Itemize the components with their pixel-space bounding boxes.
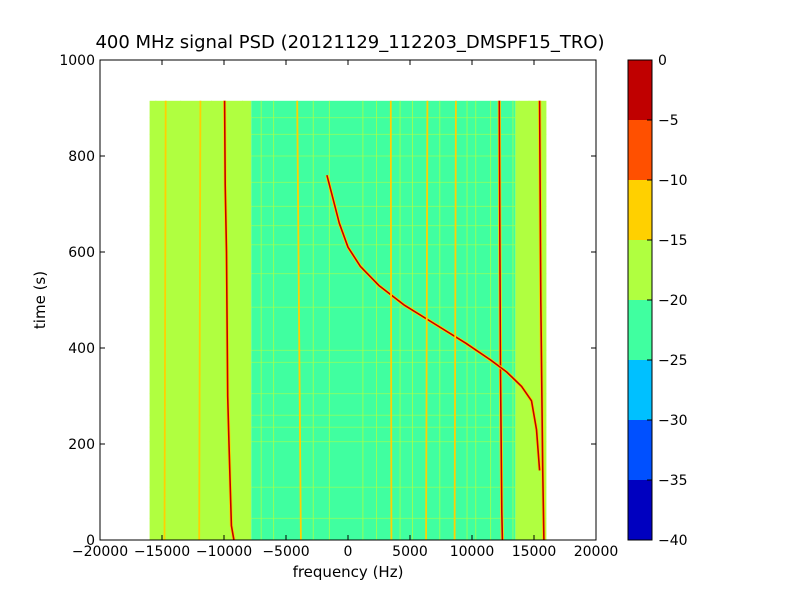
colorbar-segment	[628, 60, 652, 120]
x-tick-label: 10000	[450, 544, 495, 560]
x-axis: −20000 −15000 −10000 −5000 0 5000 10000 15000 20…	[72, 60, 618, 560]
y-tick-label: 1000	[59, 53, 95, 69]
x-tick-label: 20000	[574, 544, 619, 560]
colorbar-tick-label: −15	[658, 233, 688, 249]
colorbar-tick-label: 0	[658, 53, 667, 69]
colorbar-segment	[628, 360, 652, 420]
y-tick-label: 400	[68, 341, 95, 357]
x-tick-label: 5000	[392, 544, 428, 560]
colorbar-segment	[628, 180, 652, 240]
carrier-trace	[198, 100, 202, 541]
carrier-trace	[389, 100, 393, 541]
colorbar-segment	[628, 480, 652, 540]
x-tick-label: 15000	[512, 544, 557, 560]
colorbar-tick-label: −5	[658, 113, 679, 129]
y-tick-label: 600	[68, 245, 95, 261]
colorbar-tick-label: −25	[658, 353, 688, 369]
x-tick-label: −5000	[262, 544, 309, 560]
x-tick-label: −20000	[72, 544, 128, 560]
y-tick-label: 200	[68, 437, 95, 453]
colorbar-tick-label: −40	[658, 533, 688, 549]
y-tick-label: 800	[68, 149, 95, 165]
colorbar-tick-label: −10	[658, 173, 688, 189]
colorbar-segment	[628, 240, 652, 300]
colorbar-tick-label: −30	[658, 413, 688, 429]
colorbar-tick-label: −35	[658, 473, 688, 489]
carrier-trace	[223, 100, 235, 541]
colorbar-segment	[628, 300, 652, 360]
colorbar-tick-label: −20	[658, 293, 688, 309]
colorbar: 0 −5 −10 −15 −20 −25 −30 −35 −40	[627, 53, 688, 549]
colorbar-segment	[628, 120, 652, 180]
y-axis: 0 200 400 600 800 1000	[59, 53, 596, 549]
psd-band	[251, 100, 516, 541]
carrier-trace	[163, 100, 167, 541]
x-tick-label: −10000	[196, 544, 252, 560]
carrier-trace	[453, 100, 457, 541]
psd-plot-area: −20000 −15000 −10000 −5000 0 5000 10000 15000 20…	[59, 53, 618, 560]
carrier-trace	[498, 100, 504, 541]
x-axis-label: frequency (Hz)	[293, 563, 404, 581]
psd-heatmap	[149, 100, 547, 541]
y-tick-label: 0	[86, 533, 95, 549]
carrier-trace	[326, 174, 541, 471]
carrier-trace	[296, 100, 302, 541]
x-tick-label: 0	[344, 544, 353, 560]
y-axis-label: time (s)	[31, 271, 49, 329]
carrier-trace	[538, 100, 545, 541]
colorbar-segment	[628, 420, 652, 480]
carrier-trace	[425, 100, 429, 541]
chart-title: 400 MHz signal PSD (20121129_112203_DMSP…	[95, 32, 604, 53]
x-tick-label: −15000	[134, 544, 190, 560]
